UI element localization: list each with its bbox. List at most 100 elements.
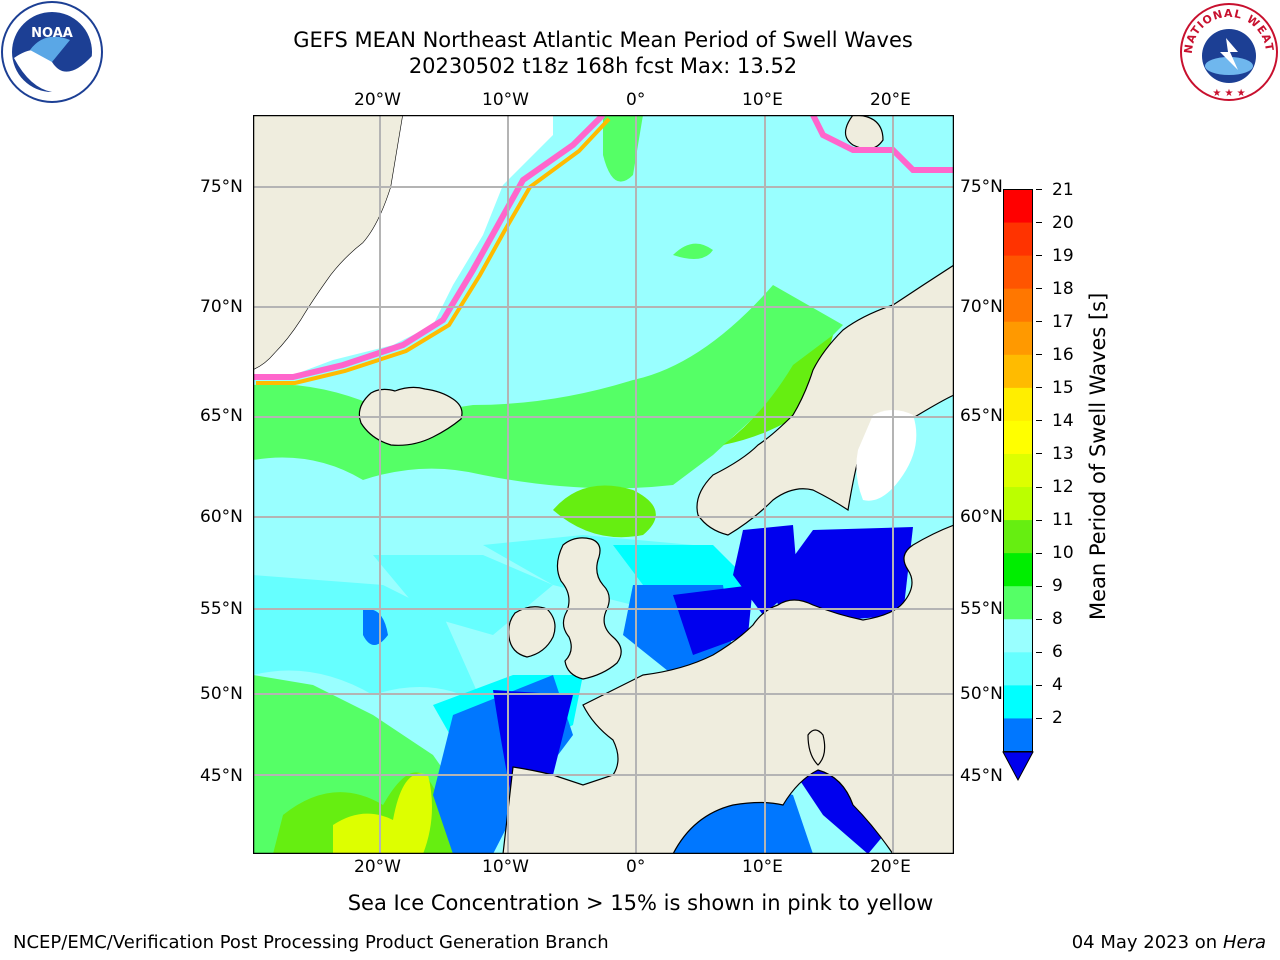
colorbar-tick-label: 6 — [1052, 642, 1063, 663]
lon-label-bottom: 10°W — [482, 857, 529, 877]
lat-label-right: 50°N — [960, 684, 1003, 704]
colorbar-segment — [1003, 453, 1033, 488]
gulf-of-bothnia-ice — [856, 410, 917, 501]
colorbar-tick-mark — [1036, 387, 1042, 389]
colorbar — [1002, 189, 1034, 782]
colorbar-tick-mark — [1036, 354, 1042, 356]
colorbar-tick-mark — [1036, 552, 1042, 554]
lon-label-top: 20°W — [354, 90, 401, 110]
footer-branch: NCEP/EMC/Verification Post Processing Pr… — [13, 932, 609, 953]
svalbard-ice-edge — [810, 115, 954, 173]
colorbar-tick-mark — [1036, 618, 1042, 620]
colorbar-segment — [1003, 520, 1033, 554]
colorbar-tick-mark — [1036, 486, 1042, 488]
colorbar-tick-mark — [1036, 717, 1042, 719]
colorbar-tick-label: 17 — [1052, 311, 1074, 332]
lon-label-bottom: 10°E — [742, 857, 783, 877]
noaa-logo-text: NOAA — [31, 26, 73, 41]
denmark — [807, 729, 826, 766]
colorbar-segment — [1003, 487, 1033, 521]
lat-label-left: 65°N — [200, 406, 243, 426]
colorbar-tick-mark — [1036, 288, 1042, 290]
colorbar-tick-label: 10 — [1052, 543, 1074, 564]
lat-label-right: 55°N — [960, 599, 1003, 619]
nws-logo: NATIONAL WEATHER SERVICE ★ ★ ★ — [1173, 0, 1280, 102]
lon-label-top: 10°E — [742, 90, 783, 110]
colorbar-segment — [1003, 619, 1033, 653]
colorbar-segment — [1003, 718, 1033, 752]
lat-label-right: 60°N — [960, 507, 1003, 527]
lon-label-top: 20°E — [870, 90, 911, 110]
colorbar-segment — [1003, 420, 1033, 455]
colorbar-segment — [1003, 321, 1033, 356]
colorbar-segment — [1003, 685, 1033, 719]
colorbar-label: Mean Period of Swell Waves [s] — [1086, 292, 1110, 620]
lon-label-bottom: 0° — [626, 857, 646, 877]
colorbar-tick-label: 15 — [1052, 377, 1074, 398]
colorbar-tick-mark — [1036, 189, 1042, 190]
lat-label-right: 65°N — [960, 406, 1003, 426]
colorbar-tick-mark — [1036, 453, 1042, 455]
colorbar-frame — [1003, 189, 1033, 752]
colorbar-segment — [1003, 354, 1033, 389]
colorbar-ticks: 21 20 19 18 17 16 15 14 13 12 11 10 9 8 6 4 2 — [1036, 180, 1086, 787]
colorbar-segment — [1003, 288, 1033, 323]
lat-label-left: 75°N — [200, 177, 243, 197]
colorbar-tick-mark — [1036, 651, 1042, 653]
lon-label-top: 0° — [626, 90, 646, 110]
colorbar-tick-mark — [1036, 321, 1042, 323]
colorbar-segment — [1003, 189, 1033, 224]
colorbar-tick-label: 4 — [1052, 675, 1063, 696]
lat-label-right: 45°N — [960, 766, 1003, 786]
colorbar-segment — [1003, 553, 1033, 587]
colorbar-segment — [1003, 652, 1033, 686]
colorbar-segment — [1003, 387, 1033, 422]
sea-ice-edge-yellow — [256, 117, 611, 385]
colorbar-tick-mark — [1036, 420, 1042, 422]
colorbar-segments — [1003, 189, 1033, 752]
colorbar-tick-label: 8 — [1052, 609, 1063, 630]
colorbar-tick-label: 9 — [1052, 576, 1063, 597]
european-mainland — [502, 524, 954, 854]
map-plot — [253, 115, 954, 854]
colorbar-tick-label: 2 — [1052, 708, 1063, 729]
colorbar-tick-mark — [1036, 222, 1042, 224]
colorbar-segment — [1003, 222, 1033, 257]
colorbar-tick-label: 16 — [1052, 344, 1074, 365]
colorbar-tick-label: 14 — [1052, 410, 1074, 431]
colorbar-segment — [1003, 586, 1033, 620]
lat-label-left: 70°N — [200, 297, 243, 317]
sea-ice-edge — [253, 115, 606, 380]
lat-label-right: 70°N — [960, 297, 1003, 317]
chart-subtitle: 20230502 t18z 168h fcst Max: 13.52 — [408, 54, 798, 78]
sea-ice-caption: Sea Ice Concentration > 15% is shown in … — [347, 891, 934, 915]
chart-title: GEFS MEAN Northeast Atlantic Mean Period… — [293, 28, 913, 52]
colorbar-tick-label: 20 — [1052, 212, 1074, 233]
colorbar-tick-label: 18 — [1052, 278, 1074, 299]
colorbar-tick-mark — [1036, 684, 1042, 686]
colorbar-tick-label: 13 — [1052, 443, 1074, 464]
colorbar-tick-label: 11 — [1052, 510, 1074, 531]
lon-label-top: 10°W — [482, 90, 529, 110]
footer-date-text: 04 May 2023 on — [1071, 932, 1218, 953]
svg-text:★ ★ ★: ★ ★ ★ — [1212, 88, 1245, 99]
colorbar-tick-label: 12 — [1052, 477, 1074, 498]
noaa-logo: NOAA — [0, 0, 105, 105]
colorbar-segment — [1003, 255, 1033, 290]
colorbar-tick-mark — [1036, 255, 1042, 257]
lat-label-left: 60°N — [200, 507, 243, 527]
footer-date: 04 May 2023 on Hera — [1072, 932, 1266, 954]
ice-region — [253, 115, 553, 380]
colorbar-tick-label: 19 — [1052, 245, 1074, 266]
lat-label-left: 55°N — [200, 599, 243, 619]
lat-label-left: 45°N — [200, 766, 243, 786]
footer-host: Hera — [1222, 932, 1266, 953]
lat-label-left: 50°N — [200, 684, 243, 704]
lon-label-bottom: 20°W — [354, 857, 401, 877]
colorbar-extend-arrow — [1002, 751, 1034, 782]
colorbar-tick-label: 21 — [1052, 179, 1074, 200]
lon-label-bottom: 20°E — [870, 857, 911, 877]
colorbar-tick-mark — [1036, 585, 1042, 587]
graticule — [253, 115, 954, 854]
map-frame — [253, 115, 954, 854]
